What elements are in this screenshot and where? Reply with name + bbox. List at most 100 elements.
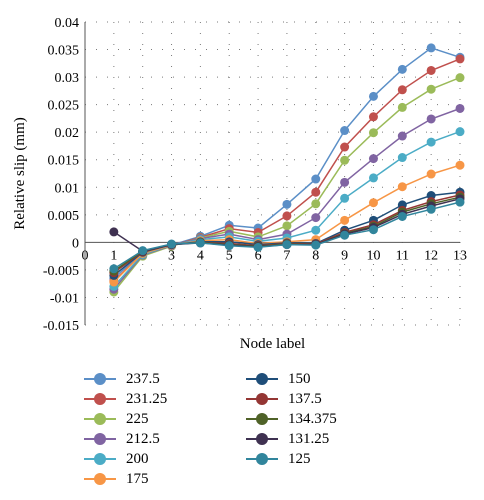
- legend: 237.5 231.25 225 212.5 200 175 150 137.5 134.375…: [84, 370, 404, 495]
- legend-item: 125: [246, 450, 311, 468]
- data-point: [455, 103, 465, 113]
- legend-swatch: [246, 372, 278, 386]
- line-chart: 0.040.0350.030.0250.020.0150.010.0050-0.…: [12, 16, 468, 352]
- x-tick-label: 7: [283, 248, 290, 263]
- legend-item: 134.375: [246, 410, 337, 428]
- y-tick-label: 0.035: [48, 44, 80, 59]
- y-tick-label: 0.03: [55, 71, 80, 86]
- legend-swatch: [84, 412, 116, 426]
- y-tick-label: -0.005: [43, 264, 79, 279]
- x-tick-label: 3: [168, 248, 175, 263]
- data-point: [455, 160, 465, 170]
- data-point: [109, 264, 119, 274]
- data-point: [340, 126, 350, 136]
- y-tick-label: -0.01: [50, 291, 79, 306]
- data-point: [455, 127, 465, 137]
- data-point: [282, 221, 292, 231]
- data-point: [397, 131, 407, 141]
- data-point: [340, 215, 350, 225]
- data-point: [253, 242, 263, 252]
- data-point: [426, 169, 436, 179]
- data-point: [397, 182, 407, 192]
- x-tick-labels: 012345678910111213: [82, 248, 468, 263]
- x-tick-label: 9: [341, 248, 348, 263]
- data-point: [426, 65, 436, 75]
- x-tick-label: 11: [396, 248, 409, 263]
- legend-item: 175: [84, 470, 149, 488]
- legend-label: 212.5: [126, 430, 160, 447]
- legend-label: 200: [126, 450, 149, 467]
- data-point: [109, 277, 119, 287]
- series-125: [109, 197, 465, 274]
- y-tick-labels: 0.04 0.035 0.03 0.025 0.02 0.015 0.01 0.005 0 -0.…: [43, 16, 79, 334]
- data-point: [282, 211, 292, 221]
- data-point: [426, 204, 436, 214]
- legend-swatch: [84, 372, 116, 386]
- legend-label: 150: [288, 370, 311, 387]
- data-point: [340, 193, 350, 203]
- data-point: [455, 54, 465, 64]
- data-point: [138, 246, 148, 256]
- legend-swatch: [84, 452, 116, 466]
- legend-swatch: [246, 452, 278, 466]
- y-tick-label: 0.02: [55, 126, 80, 141]
- data-point: [397, 102, 407, 112]
- legend-swatch: [84, 432, 116, 446]
- y-tick-label: 0.015: [48, 154, 80, 169]
- data-point: [167, 239, 177, 249]
- legend-item: 212.5: [84, 430, 160, 448]
- data-point: [224, 241, 234, 251]
- data-point: [397, 211, 407, 221]
- y-tick-label: 0.01: [55, 181, 80, 196]
- grid-lines: [85, 21, 461, 326]
- legend-swatch: [84, 472, 116, 486]
- legend-item: 150: [246, 370, 311, 388]
- y-tick-label: 0.04: [55, 16, 80, 31]
- x-tick-label: 4: [197, 248, 204, 263]
- legend-item: 200: [84, 450, 149, 468]
- x-tick-label: 6: [255, 248, 262, 263]
- data-point: [195, 238, 205, 248]
- legend-label: 231.25: [126, 390, 168, 407]
- x-tick-label: 1: [110, 248, 117, 263]
- x-tick-label: 0: [82, 248, 89, 263]
- data-point: [426, 43, 436, 53]
- legend-label: 131.25: [288, 430, 330, 447]
- y-tick-label: 0.025: [48, 99, 80, 114]
- data-point: [340, 142, 350, 152]
- x-tick-label: 5: [226, 248, 233, 263]
- data-point: [426, 114, 436, 124]
- data-point: [426, 137, 436, 147]
- data-point: [397, 85, 407, 95]
- data-point: [368, 225, 378, 235]
- data-point: [311, 199, 321, 209]
- legend-label: 134.375: [288, 410, 337, 427]
- data-point: [455, 73, 465, 83]
- legend-swatch: [84, 392, 116, 406]
- data-point: [311, 187, 321, 197]
- legend-swatch: [246, 432, 278, 446]
- data-point: [368, 154, 378, 164]
- x-tick-label: 8: [312, 248, 319, 263]
- legend-swatch: [246, 412, 278, 426]
- data-point: [311, 174, 321, 184]
- legend-label: 137.5: [288, 390, 322, 407]
- data-point: [340, 230, 350, 240]
- legend-label: 225: [126, 410, 149, 427]
- legend-item: 131.25: [246, 430, 329, 448]
- data-point: [368, 112, 378, 122]
- data-point: [282, 240, 292, 250]
- y-tick-label: 0: [72, 236, 79, 251]
- legend-label: 175: [126, 470, 149, 487]
- y-axis-label: Relative slip (mm): [12, 117, 28, 229]
- legend-item: 231.25: [84, 390, 167, 408]
- x-tick-label: 12: [424, 248, 438, 263]
- data-point: [311, 225, 321, 235]
- legend-swatch: [246, 392, 278, 406]
- legend-item: 137.5: [246, 390, 322, 408]
- legend-label: 125: [288, 450, 311, 467]
- data-point: [311, 240, 321, 250]
- series-group: [109, 43, 465, 297]
- data-point: [368, 91, 378, 101]
- data-point: [109, 227, 119, 237]
